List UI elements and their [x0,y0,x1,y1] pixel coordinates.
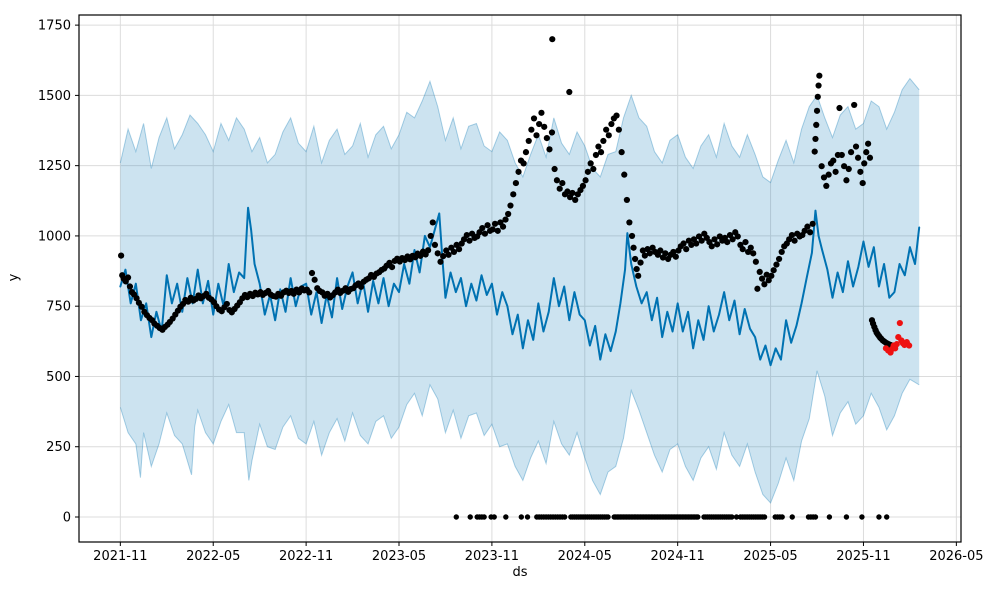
svg-text:500: 500 [46,370,71,385]
plot-spines [78,14,962,543]
svg-text:2022-05: 2022-05 [186,549,240,564]
svg-text:2024-11: 2024-11 [651,549,705,564]
x-axis-label: ds [512,565,528,580]
svg-text:2025-05: 2025-05 [743,549,797,564]
svg-text:250: 250 [46,440,71,455]
svg-text:1750: 1750 [38,19,71,34]
uncertainty-band [119,77,920,504]
svg-text:1000: 1000 [38,229,71,244]
svg-text:0: 0 [63,510,71,525]
svg-text:1250: 1250 [38,159,71,174]
y-axis-label: y [6,273,22,282]
svg-text:2025-11: 2025-11 [836,549,890,564]
x-tick-labels: 2021-11 2022-05 2022-11 2023-05 2023-11 2024-… [93,542,984,564]
y-tick-labels: 0 250 500 750 1000 1250 1500 1750 [38,19,79,525]
anomalies [882,319,913,356]
svg-text:1500: 1500 [38,89,71,104]
svg-text:2024-05: 2024-05 [558,549,612,564]
svg-text:2026-05: 2026-05 [929,549,983,564]
svg-text:2022-11: 2022-11 [279,549,333,564]
svg-text:2021-11: 2021-11 [93,549,147,564]
actuals-zero [453,514,890,520]
svg-text:750: 750 [46,300,71,315]
svg-text:2023-05: 2023-05 [372,549,426,564]
svg-text:2023-11: 2023-11 [465,549,519,564]
grid-lines [79,15,961,542]
actuals [118,36,896,349]
forecast-yhat [119,206,921,367]
